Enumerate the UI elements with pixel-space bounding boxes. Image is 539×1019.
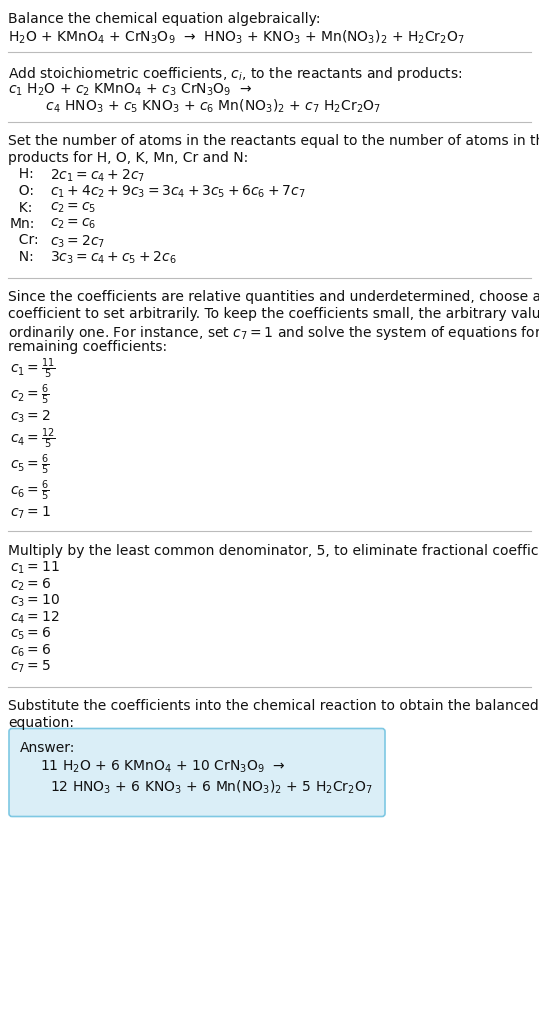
Text: Answer:: Answer: <box>20 740 75 754</box>
Text: $c_6 = \frac{6}{5}$: $c_6 = \frac{6}{5}$ <box>10 479 50 502</box>
Text: $c_4 = \frac{12}{5}$: $c_4 = \frac{12}{5}$ <box>10 427 56 450</box>
Text: $c_1$ H$_2$O + $c_2$ KMnO$_4$ + $c_3$ CrN$_3$O$_9$  →: $c_1$ H$_2$O + $c_2$ KMnO$_4$ + $c_3$ Cr… <box>8 82 252 98</box>
Text: $c_1 = \frac{11}{5}$: $c_1 = \frac{11}{5}$ <box>10 357 56 380</box>
Text: Substitute the coefficients into the chemical reaction to obtain the balanced: Substitute the coefficients into the che… <box>8 699 539 713</box>
Text: $c_1 = 11$: $c_1 = 11$ <box>10 559 60 576</box>
Text: $c_2 = c_6$: $c_2 = c_6$ <box>50 217 96 231</box>
FancyBboxPatch shape <box>9 729 385 816</box>
Text: $2c_1 = c_4 + 2c_7$: $2c_1 = c_4 + 2c_7$ <box>50 167 145 183</box>
Text: H:: H: <box>10 167 34 181</box>
Text: Balance the chemical equation algebraically:: Balance the chemical equation algebraica… <box>8 12 321 25</box>
Text: products for H, O, K, Mn, Cr and N:: products for H, O, K, Mn, Cr and N: <box>8 151 248 165</box>
Text: $c_7 = 5$: $c_7 = 5$ <box>10 658 51 675</box>
Text: Add stoichiometric coefficients, $c_i$, to the reactants and products:: Add stoichiometric coefficients, $c_i$, … <box>8 65 462 83</box>
Text: K:: K: <box>10 201 32 214</box>
Text: $c_5 = \frac{6}{5}$: $c_5 = \frac{6}{5}$ <box>10 452 50 477</box>
Text: $c_2 = c_5$: $c_2 = c_5$ <box>50 201 96 215</box>
Text: $c_1 + 4c_2 + 9c_3 = 3c_4 + 3c_5 + 6c_6 + 7c_7$: $c_1 + 4c_2 + 9c_3 = 3c_4 + 3c_5 + 6c_6 … <box>50 183 306 200</box>
Text: Since the coefficients are relative quantities and underdetermined, choose a: Since the coefficients are relative quan… <box>8 290 539 305</box>
Text: $c_4$ HNO$_3$ + $c_5$ KNO$_3$ + $c_6$ Mn(NO$_3$)$_2$ + $c_7$ H$_2$Cr$_2$O$_7$: $c_4$ HNO$_3$ + $c_5$ KNO$_3$ + $c_6$ Mn… <box>28 98 381 115</box>
Text: Multiply by the least common denominator, 5, to eliminate fractional coefficient: Multiply by the least common denominator… <box>8 543 539 557</box>
Text: $c_7 = 1$: $c_7 = 1$ <box>10 504 51 521</box>
Text: Mn:: Mn: <box>10 217 36 230</box>
Text: 12 HNO$_3$ + 6 KNO$_3$ + 6 Mn(NO$_3$)$_2$ + 5 H$_2$Cr$_2$O$_7$: 12 HNO$_3$ + 6 KNO$_3$ + 6 Mn(NO$_3$)$_2… <box>50 777 373 795</box>
Text: $c_3 = 10$: $c_3 = 10$ <box>10 592 60 608</box>
Text: H$_2$O + KMnO$_4$ + CrN$_3$O$_9$  →  HNO$_3$ + KNO$_3$ + Mn(NO$_3$)$_2$ + H$_2$C: H$_2$O + KMnO$_4$ + CrN$_3$O$_9$ → HNO$_… <box>8 29 465 46</box>
Text: $c_5 = 6$: $c_5 = 6$ <box>10 626 51 642</box>
Text: Cr:: Cr: <box>10 233 39 248</box>
Text: $c_6 = 6$: $c_6 = 6$ <box>10 642 51 658</box>
Text: $3c_3 = c_4 + c_5 + 2c_6$: $3c_3 = c_4 + c_5 + 2c_6$ <box>50 250 176 266</box>
Text: remaining coefficients:: remaining coefficients: <box>8 339 167 354</box>
Text: $c_4 = 12$: $c_4 = 12$ <box>10 609 59 626</box>
Text: O:: O: <box>10 183 34 198</box>
Text: $c_3 = 2c_7$: $c_3 = 2c_7$ <box>50 233 105 250</box>
Text: $c_2 = \frac{6}{5}$: $c_2 = \frac{6}{5}$ <box>10 382 50 407</box>
Text: 11 H$_2$O + 6 KMnO$_4$ + 10 CrN$_3$O$_9$  →: 11 H$_2$O + 6 KMnO$_4$ + 10 CrN$_3$O$_9$… <box>40 758 286 774</box>
Text: N:: N: <box>10 250 34 264</box>
Text: equation:: equation: <box>8 715 74 730</box>
Text: coefficient to set arbitrarily. To keep the coefficients small, the arbitrary va: coefficient to set arbitrarily. To keep … <box>8 307 539 321</box>
Text: ordinarily one. For instance, set $c_7 = 1$ and solve the system of equations fo: ordinarily one. For instance, set $c_7 =… <box>8 323 539 341</box>
Text: $c_3 = 2$: $c_3 = 2$ <box>10 408 51 425</box>
Text: $c_2 = 6$: $c_2 = 6$ <box>10 576 51 592</box>
Text: Set the number of atoms in the reactants equal to the number of atoms in the: Set the number of atoms in the reactants… <box>8 135 539 149</box>
